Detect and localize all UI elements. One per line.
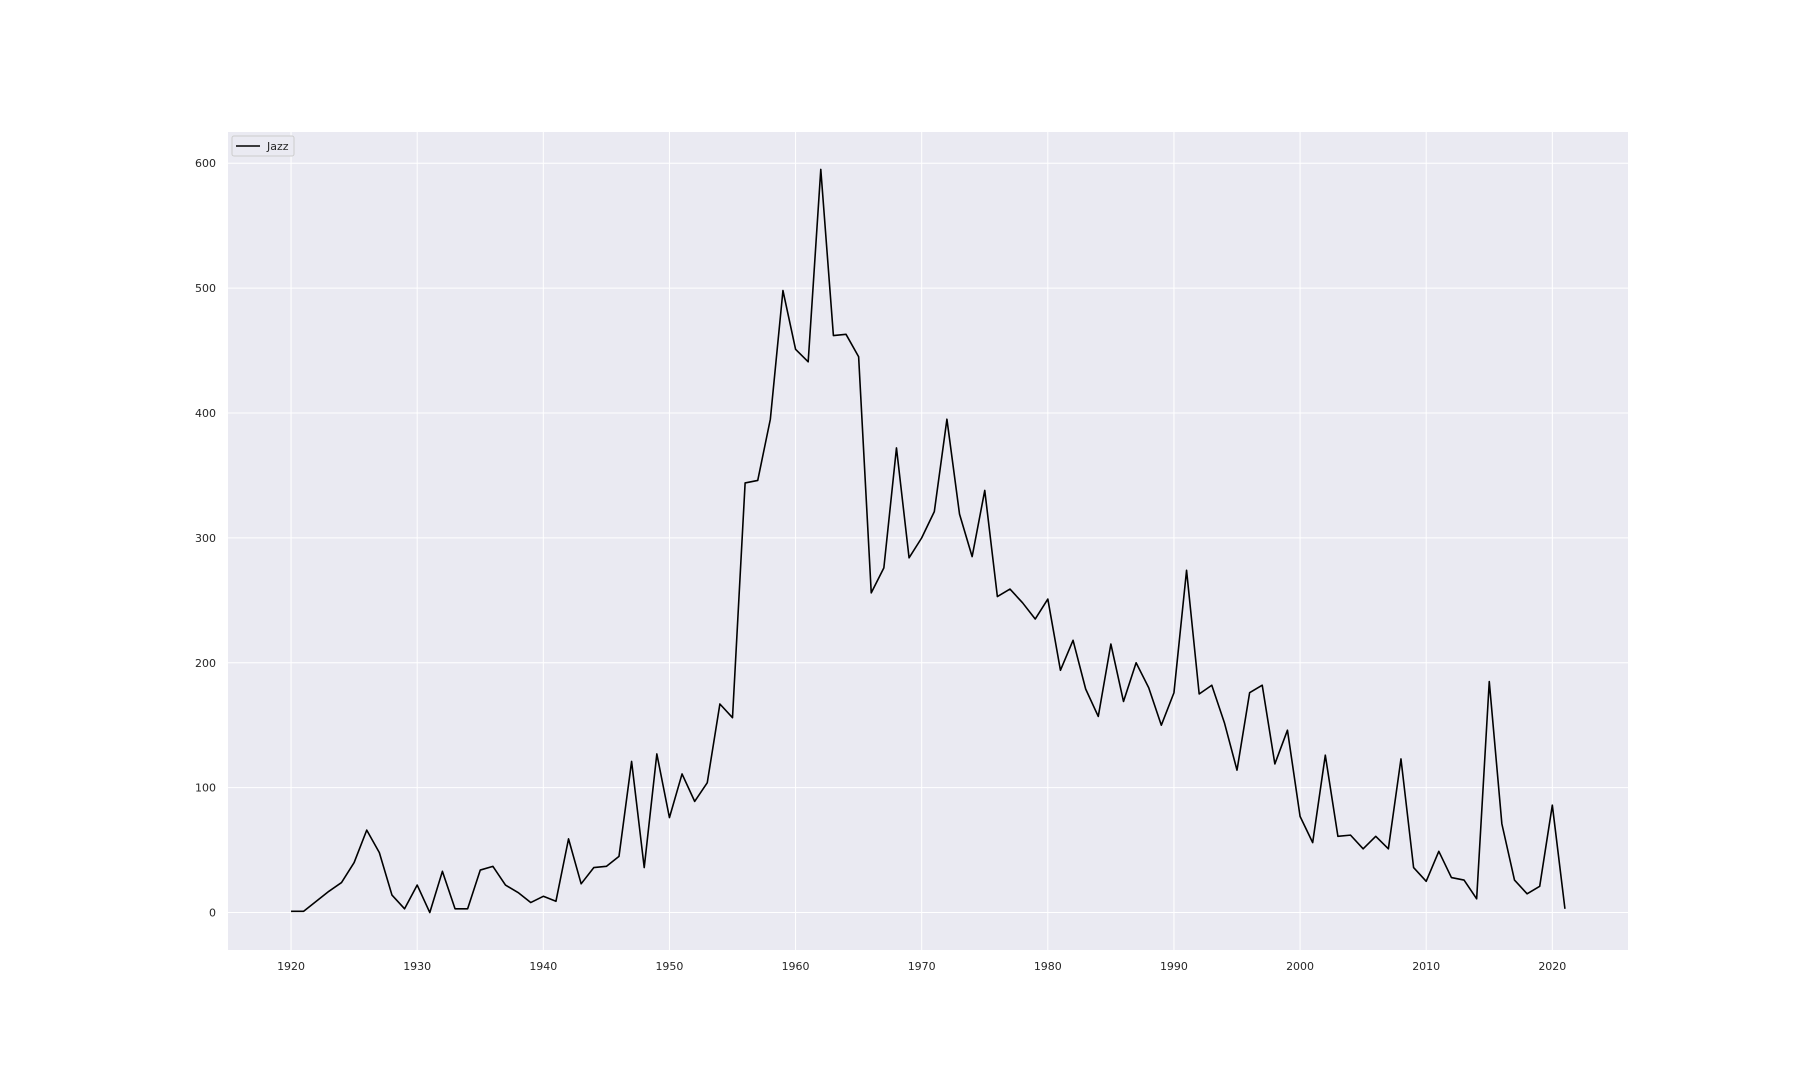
x-tick-label: 2000 — [1286, 960, 1314, 973]
legend-label-jazz: Jazz — [266, 140, 289, 153]
x-tick-label: 1940 — [529, 960, 557, 973]
y-tick-label: 500 — [195, 282, 216, 295]
y-tick-label: 600 — [195, 157, 216, 170]
legend-box — [231, 135, 295, 157]
y-tick-label: 100 — [195, 782, 216, 795]
y-tick-label: 0 — [209, 907, 216, 920]
x-tick-label: 2010 — [1412, 960, 1440, 973]
x-tick-label: 1950 — [655, 960, 683, 973]
series-line-jazz — [291, 168, 1566, 914]
x-tick-label: 1980 — [1034, 960, 1062, 973]
y-tick-label: 400 — [195, 407, 216, 420]
y-tick-label: 300 — [195, 532, 216, 545]
x-tick-label: 2020 — [1538, 960, 1566, 973]
y-tick-label: 200 — [195, 657, 216, 670]
x-tick-label: 1970 — [908, 960, 936, 973]
x-tick-labels: 1920 1930 1940 1950 1960 1970 1980 1990 2000 2010… — [277, 960, 1566, 973]
x-tick-label: 1990 — [1160, 960, 1188, 973]
y-tick-labels: 0 100 200 300 400 500 600 — [195, 157, 216, 919]
legend: Jazz — [231, 135, 295, 157]
plot-background — [228, 132, 1628, 950]
x-tick-label: 1920 — [277, 960, 305, 973]
x-tick-label: 1960 — [782, 960, 810, 973]
grid-lines — [228, 132, 1628, 950]
x-tick-label: 1930 — [403, 960, 431, 973]
